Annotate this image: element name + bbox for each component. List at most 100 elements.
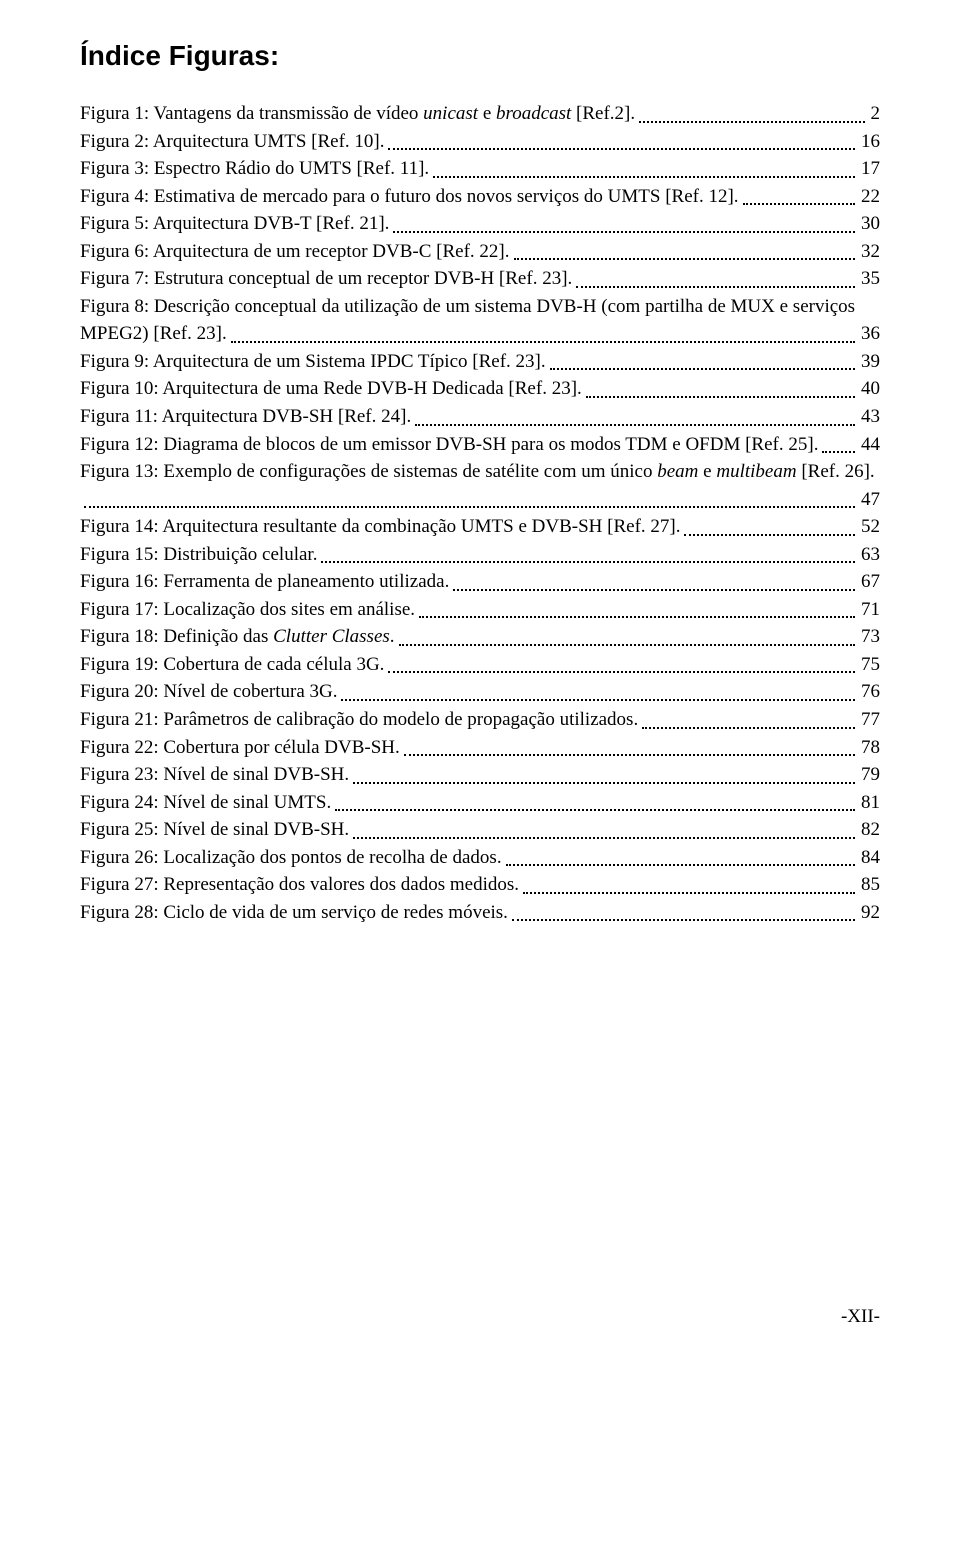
toc-entry-text: Figura 27: Representação dos valores dos… [80,871,519,899]
toc-page-number: 79 [859,761,880,789]
toc-entry-text-cont: MPEG2) [Ref. 23]. [80,320,227,348]
toc-entry-text: Figura 4: Estimativa de mercado para o f… [80,183,739,211]
toc-entry-text: Figura 7: Estrutura conceptual de um rec… [80,265,572,293]
toc-entries: Figura 1: Vantagens da transmissão de ví… [80,100,880,926]
toc-entry-text: Figura 14: Arquitectura resultante da co… [80,513,680,541]
toc-page-number: 22 [859,183,880,211]
toc-entry: Figura 2: Arquitectura UMTS [Ref. 10]. 16 [80,128,880,156]
toc-entry: Figura 14: Arquitectura resultante da co… [80,513,880,541]
toc-entry: Figura 27: Representação dos valores dos… [80,871,880,899]
toc-entry-text: Figura 18: Definição das Clutter Classes… [80,623,395,651]
toc-leader-dots [822,438,855,453]
toc-leader-dots [586,383,855,398]
toc-entry: Figura 8: Descrição conceptual da utiliz… [80,293,880,348]
toc-entry-text: Figura 8: Descrição conceptual da utiliz… [80,293,880,321]
toc-leader-dots [514,245,856,260]
toc-entry-text: Figura 13: Exemplo de configurações de s… [80,458,880,486]
toc-leader-dots [576,273,855,288]
toc-entry-text: Figura 6: Arquitectura de um receptor DV… [80,238,510,266]
toc-entry: Figura 5: Arquitectura DVB-T [Ref. 21]. 3… [80,210,880,238]
toc-entry-text: Figura 23: Nível de sinal DVB-SH. [80,761,349,789]
toc-page-number: 30 [859,210,880,238]
toc-entry-text: Figura 28: Ciclo de vida de um serviço d… [80,899,508,927]
toc-leader-dots [433,162,855,177]
toc-leader-dots [415,410,855,425]
toc-leader-dots [506,851,855,866]
toc-entry: Figura 23: Nível de sinal DVB-SH. 79 [80,761,880,789]
toc-leader-dots [684,520,855,535]
toc-entry: Figura 19: Cobertura de cada célula 3G.7… [80,651,880,679]
toc-leader-dots [353,823,855,838]
toc-entry-text: Figura 26: Localização dos pontos de rec… [80,844,502,872]
toc-entry: Figura 1: Vantagens da transmissão de ví… [80,100,880,128]
toc-leader-dots [642,713,855,728]
toc-page-number: 78 [859,734,880,762]
toc-entry-text: Figura 24: Nível de sinal UMTS. [80,789,331,817]
toc-entry: Figura 12: Diagrama de blocos de um emis… [80,431,880,459]
toc-entry: Figura 25: Nível de sinal DVB-SH.82 [80,816,880,844]
toc-leader-dots [388,658,855,673]
toc-page-number: 44 [859,431,880,459]
toc-leader-dots [399,631,855,646]
toc-leader-dots [523,879,855,894]
toc-page-number: 40 [859,375,880,403]
toc-page-number: 16 [859,128,880,156]
toc-entry: Figura 16: Ferramenta de planeamento uti… [80,568,880,596]
toc-entry: Figura 9: Arquitectura de um Sistema IPD… [80,348,880,376]
toc-entry: Figura 13: Exemplo de configurações de s… [80,458,880,513]
toc-entry: Figura 15: Distribuição celular.63 [80,541,880,569]
toc-page-number: 84 [859,844,880,872]
toc-leader-dots [512,906,855,921]
toc-page-number: 81 [859,789,880,817]
toc-entry-text: Figura 12: Diagrama de blocos de um emis… [80,431,818,459]
toc-entry-text: Figura 25: Nível de sinal DVB-SH. [80,816,349,844]
toc-leader-dots [353,768,855,783]
toc-entry: Figura 22: Cobertura por célula DVB-SH.7… [80,734,880,762]
toc-entry: Figura 24: Nível de sinal UMTS. 81 [80,789,880,817]
toc-page-number: 47 [859,486,880,514]
toc-leader-dots [743,190,855,205]
toc-entry-text: Figura 9: Arquitectura de um Sistema IPD… [80,348,546,376]
toc-entry: Figura 10: Arquitectura de uma Rede DVB-… [80,375,880,403]
toc-leader-dots [388,135,855,150]
toc-entry-text: Figura 1: Vantagens da transmissão de ví… [80,100,635,128]
toc-entry: Figura 17: Localização dos sites em anál… [80,596,880,624]
toc-page-number: 76 [859,678,880,706]
toc-page-number: 39 [859,348,880,376]
toc-page-number: 52 [859,513,880,541]
toc-leader-dots [321,548,855,563]
toc-entry-text: Figura 15: Distribuição celular. [80,541,317,569]
toc-entry: Figura 18: Definição das Clutter Classes… [80,623,880,651]
toc-leader-dots [453,576,855,591]
toc-entry-text: Figura 5: Arquitectura DVB-T [Ref. 21]. [80,210,389,238]
toc-page-number: 67 [859,568,880,596]
toc-leader-dots [335,796,855,811]
toc-entry: Figura 7: Estrutura conceptual de um rec… [80,265,880,293]
page-title: Índice Figuras: [80,40,880,72]
toc-entry-text: Figura 20: Nível de cobertura 3G. [80,678,337,706]
toc-page-number: 85 [859,871,880,899]
toc-leader-dots [639,107,864,122]
toc-leader-dots [550,355,855,370]
page-container: Índice Figuras: Figura 1: Vantagens da t… [0,0,960,1368]
toc-page-number: 75 [859,651,880,679]
toc-entry: Figura 21: Parâmetros de calibração do m… [80,706,880,734]
toc-page-number: 35 [859,265,880,293]
toc-page-number: 71 [859,596,880,624]
toc-entry: Figura 6: Arquitectura de um receptor DV… [80,238,880,266]
toc-page-number: 77 [859,706,880,734]
toc-page-number: 43 [859,403,880,431]
toc-entry: Figura 4: Estimativa de mercado para o f… [80,183,880,211]
toc-entry-text: Figura 17: Localização dos sites em anál… [80,596,415,624]
toc-leader-dots [341,686,855,701]
toc-page-number: 17 [859,155,880,183]
toc-entry-text: Figura 11: Arquitectura DVB-SH [Ref. 24]… [80,403,411,431]
toc-entry: Figura 28: Ciclo de vida de um serviço d… [80,899,880,927]
toc-page-number: 2 [869,100,881,128]
toc-page-number: 92 [859,899,880,927]
toc-entry-text: Figura 2: Arquitectura UMTS [Ref. 10]. [80,128,384,156]
toc-page-number: 32 [859,238,880,266]
toc-leader-dots [84,493,855,508]
toc-leader-dots [393,217,855,232]
toc-entry: Figura 20: Nível de cobertura 3G. 76 [80,678,880,706]
